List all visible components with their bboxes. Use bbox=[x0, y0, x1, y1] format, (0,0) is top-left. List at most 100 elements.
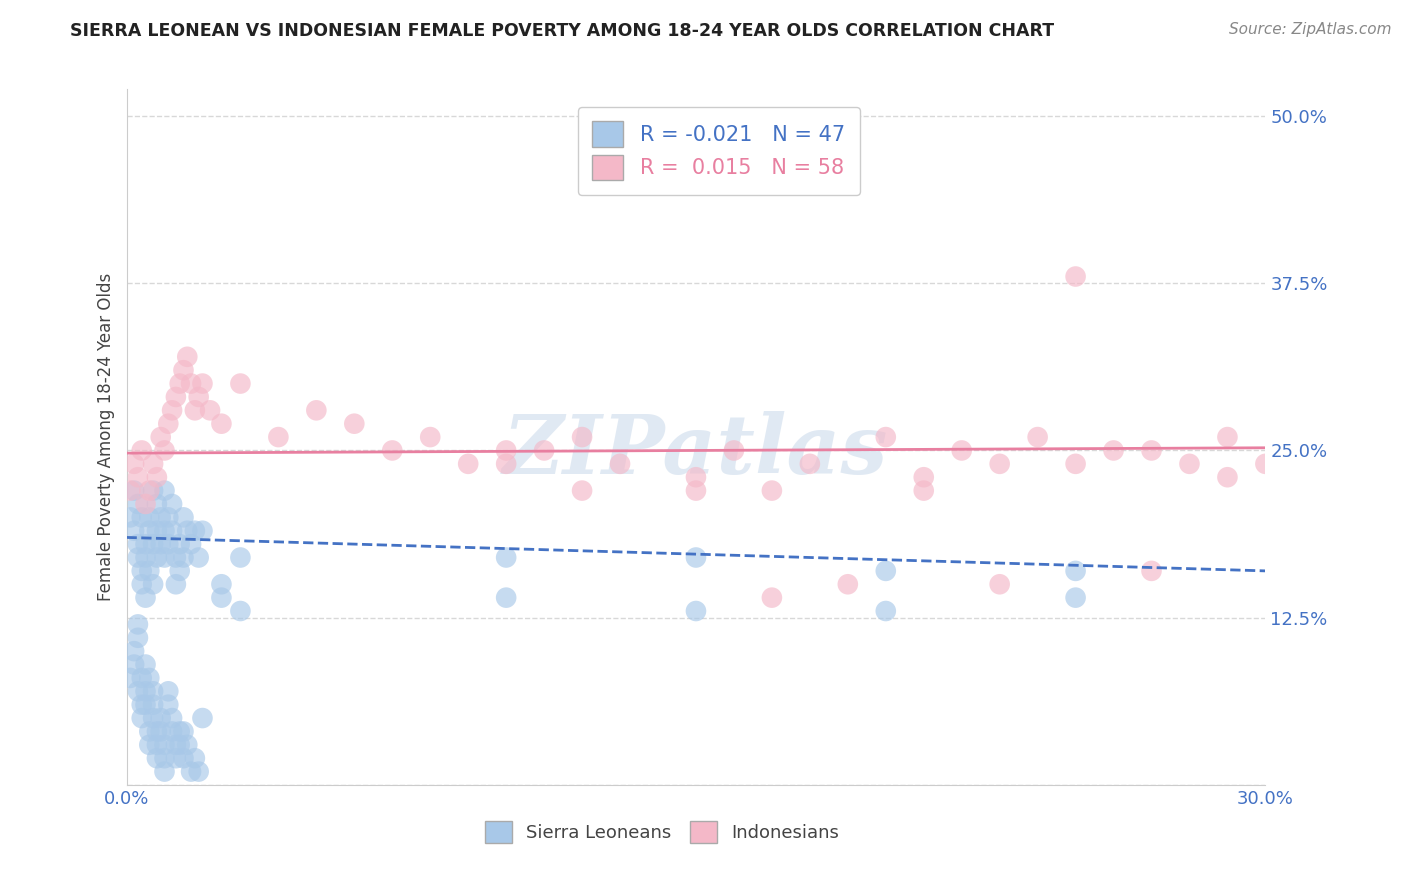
Point bbox=[122, 483, 145, 498]
Point bbox=[419, 430, 441, 444]
Point bbox=[135, 684, 156, 698]
Point bbox=[1254, 457, 1277, 471]
Point bbox=[160, 524, 183, 538]
Point bbox=[1064, 564, 1087, 578]
Point bbox=[495, 550, 517, 565]
Point bbox=[172, 724, 194, 739]
Point bbox=[160, 497, 183, 511]
Point bbox=[912, 470, 935, 484]
Point bbox=[153, 738, 176, 752]
Point bbox=[131, 671, 153, 685]
Point bbox=[131, 443, 153, 458]
Point bbox=[381, 443, 404, 458]
Point bbox=[165, 550, 187, 565]
Point bbox=[135, 591, 156, 605]
Point bbox=[120, 510, 142, 524]
Point bbox=[187, 550, 209, 565]
Point bbox=[138, 564, 160, 578]
Point bbox=[142, 698, 165, 712]
Point bbox=[184, 403, 207, 417]
Point bbox=[187, 764, 209, 779]
Point bbox=[142, 537, 165, 551]
Point bbox=[138, 738, 160, 752]
Point bbox=[138, 671, 160, 685]
Point bbox=[187, 390, 209, 404]
Point bbox=[131, 510, 153, 524]
Point bbox=[146, 470, 169, 484]
Point bbox=[120, 483, 142, 498]
Point bbox=[131, 564, 153, 578]
Point bbox=[169, 376, 191, 391]
Point bbox=[142, 457, 165, 471]
Point bbox=[153, 764, 176, 779]
Point bbox=[761, 483, 783, 498]
Point bbox=[138, 510, 160, 524]
Point bbox=[533, 443, 555, 458]
Point bbox=[305, 403, 328, 417]
Point bbox=[837, 577, 859, 591]
Point bbox=[153, 483, 176, 498]
Point bbox=[1140, 443, 1163, 458]
Point bbox=[988, 577, 1011, 591]
Text: SIERRA LEONEAN VS INDONESIAN FEMALE POVERTY AMONG 18-24 YEAR OLDS CORRELATION CH: SIERRA LEONEAN VS INDONESIAN FEMALE POVE… bbox=[70, 22, 1054, 40]
Point bbox=[127, 470, 149, 484]
Point bbox=[146, 524, 169, 538]
Point bbox=[157, 417, 180, 431]
Point bbox=[153, 751, 176, 765]
Point bbox=[157, 698, 180, 712]
Point bbox=[149, 430, 172, 444]
Point bbox=[1216, 470, 1239, 484]
Point bbox=[198, 403, 221, 417]
Point bbox=[138, 524, 160, 538]
Text: ZIPatlas: ZIPatlas bbox=[503, 411, 889, 491]
Point bbox=[343, 417, 366, 431]
Point bbox=[146, 738, 169, 752]
Point bbox=[153, 550, 176, 565]
Point bbox=[169, 724, 191, 739]
Point bbox=[169, 537, 191, 551]
Point bbox=[1178, 457, 1201, 471]
Point bbox=[229, 604, 252, 618]
Point bbox=[184, 751, 207, 765]
Point bbox=[169, 564, 191, 578]
Point bbox=[211, 591, 233, 605]
Text: Source: ZipAtlas.com: Source: ZipAtlas.com bbox=[1229, 22, 1392, 37]
Point bbox=[184, 524, 207, 538]
Point bbox=[165, 577, 187, 591]
Point bbox=[180, 764, 202, 779]
Point bbox=[571, 430, 593, 444]
Point bbox=[142, 684, 165, 698]
Point bbox=[122, 524, 145, 538]
Point bbox=[912, 483, 935, 498]
Point bbox=[160, 403, 183, 417]
Point bbox=[191, 376, 214, 391]
Point bbox=[146, 550, 169, 565]
Point bbox=[153, 443, 176, 458]
Point bbox=[122, 457, 145, 471]
Point bbox=[172, 550, 194, 565]
Point bbox=[120, 671, 142, 685]
Point bbox=[176, 738, 198, 752]
Point bbox=[135, 657, 156, 672]
Point bbox=[571, 483, 593, 498]
Point bbox=[138, 483, 160, 498]
Point bbox=[165, 751, 187, 765]
Point bbox=[1064, 591, 1087, 605]
Y-axis label: Female Poverty Among 18-24 Year Olds: Female Poverty Among 18-24 Year Olds bbox=[97, 273, 115, 601]
Point bbox=[165, 390, 187, 404]
Point bbox=[191, 711, 214, 725]
Point bbox=[135, 537, 156, 551]
Point bbox=[1026, 430, 1049, 444]
Point bbox=[149, 724, 172, 739]
Point bbox=[875, 604, 897, 618]
Point bbox=[157, 510, 180, 524]
Point bbox=[160, 711, 183, 725]
Point bbox=[131, 577, 153, 591]
Point bbox=[176, 524, 198, 538]
Point bbox=[211, 417, 233, 431]
Point bbox=[127, 617, 149, 632]
Point bbox=[146, 724, 169, 739]
Point bbox=[122, 644, 145, 658]
Point bbox=[135, 698, 156, 712]
Point bbox=[169, 738, 191, 752]
